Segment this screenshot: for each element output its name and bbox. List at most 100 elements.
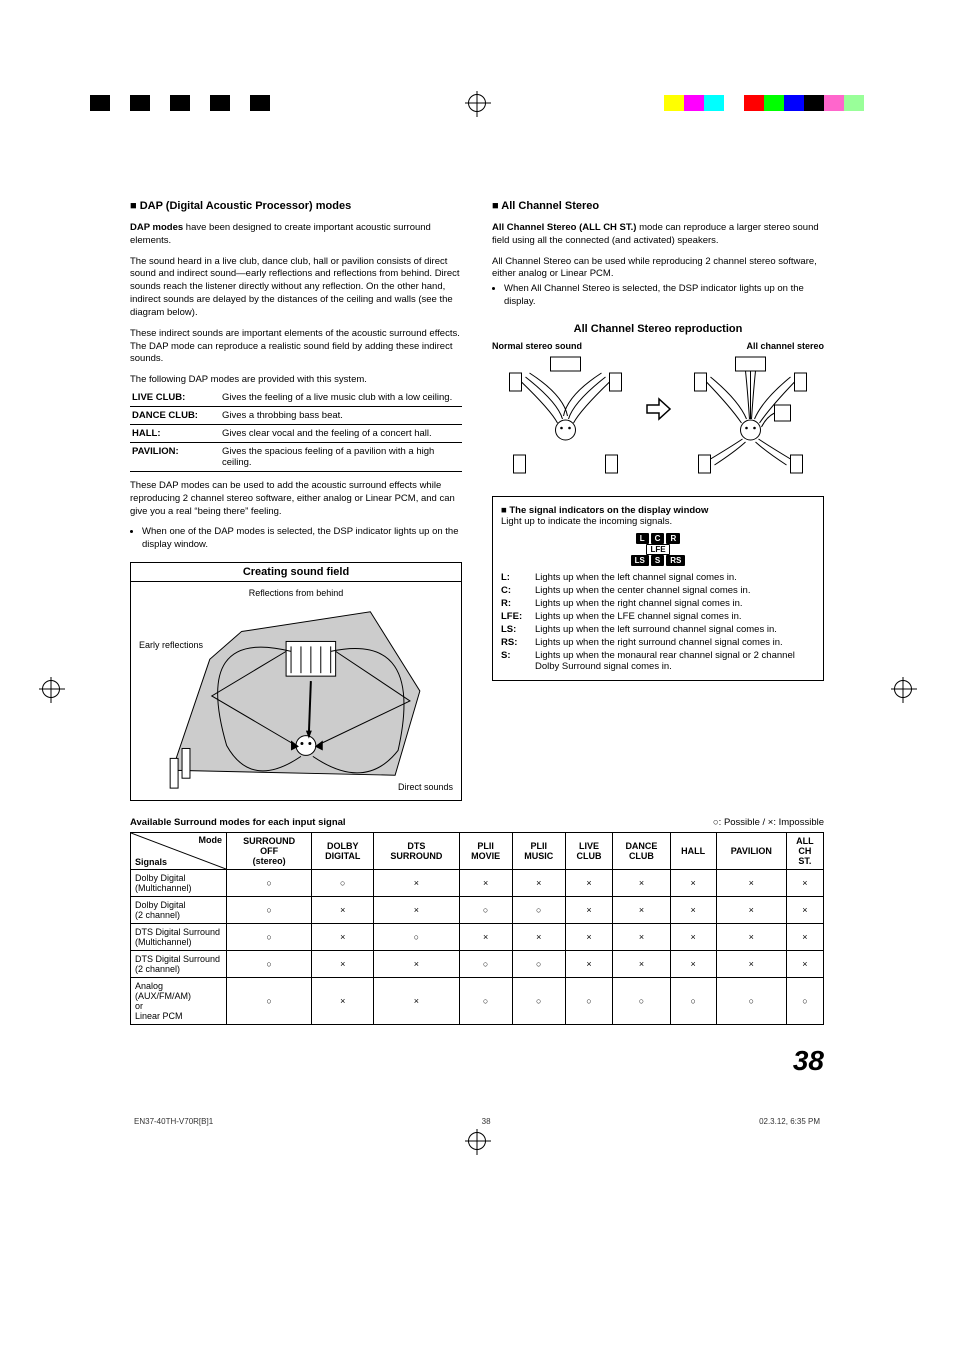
allch-intro: All Channel Stereo (ALL CH ST.) mode can…: [492, 222, 824, 248]
dap-para3: These indirect sounds are important elem…: [130, 328, 462, 366]
grid-cell: ×: [512, 924, 565, 951]
sig-def-val: Lights up when the center channel signal…: [535, 585, 815, 596]
allch-stereo-label: All channel stereo: [677, 341, 824, 351]
grid-col-header: DOLBYDIGITAL: [312, 833, 374, 870]
direct-sounds-label: Direct sounds: [398, 782, 453, 792]
dap-after: These DAP modes can be used to add the a…: [130, 480, 462, 518]
dap-mode-desc: Gives the feeling of a live music club w…: [220, 389, 462, 407]
signal-chip: S: [651, 555, 664, 566]
grid-cell: ×: [670, 897, 716, 924]
signal-chip: RS: [666, 555, 685, 566]
grid-cell: ×: [786, 924, 823, 951]
grid-cell: ×: [613, 870, 670, 897]
allch-bullet: When All Channel Stereo is selected, the…: [504, 283, 824, 309]
avail-title: Available Surround modes for each input …: [130, 817, 346, 828]
sig-def-val: Lights up when the left surround channel…: [535, 624, 815, 635]
signal-indicator-box: ■ The signal indicators on the display w…: [492, 496, 824, 681]
footer-page: 38: [482, 1117, 491, 1126]
arrow-right-icon: [645, 396, 671, 422]
grid-cell: ×: [716, 870, 786, 897]
grid-col-header: PAVILION: [716, 833, 786, 870]
early-reflections-label: Early reflections: [139, 640, 203, 650]
dap-bullet: When one of the DAP modes is selected, t…: [142, 526, 462, 552]
grid-cell: ×: [613, 924, 670, 951]
grid-cell: ×: [565, 924, 613, 951]
dap-mode-desc: Gives the spacious feeling of a pavilion…: [220, 442, 462, 471]
grid-col-header: HALL: [670, 833, 716, 870]
grid-cell: ×: [716, 897, 786, 924]
dap-mode-desc: Gives a throbbing bass beat.: [220, 406, 462, 424]
grid-cell: ×: [374, 951, 459, 978]
registration-left-icon: [42, 680, 60, 698]
grid-cell: ×: [786, 951, 823, 978]
sig-def-val: Lights up when the right channel signal …: [535, 598, 815, 609]
registration-bottom-icon: [468, 1132, 486, 1150]
sig-def-key: LS:: [501, 624, 535, 635]
avail-legend: ○: Possible / ×: Impossible: [713, 817, 824, 828]
dap-bullets: When one of the DAP modes is selected, t…: [130, 526, 462, 552]
dap-mode-name: HALL:: [130, 424, 220, 442]
grid-cell: ×: [670, 870, 716, 897]
grid-cell: ×: [312, 897, 374, 924]
signal-chip: LS: [631, 555, 649, 566]
grid-cell: ×: [312, 924, 374, 951]
footer-date: 02.3.12, 6:35 PM: [759, 1117, 820, 1126]
grid-cell: ×: [459, 870, 512, 897]
grid-cell: ×: [312, 978, 374, 1025]
grid-cell: ×: [374, 978, 459, 1025]
dap-para2: The sound heard in a live club, dance cl…: [130, 256, 462, 320]
grid-cell: ×: [670, 951, 716, 978]
grid-cell: ○: [312, 870, 374, 897]
registration-right-icon: [894, 680, 912, 698]
grid-col-header: SURROUNDOFF(stereo): [227, 833, 312, 870]
grid-cell: ○: [716, 978, 786, 1025]
grid-cell: ○: [512, 951, 565, 978]
grid-cell: ○: [459, 951, 512, 978]
grid-col-header: PLIIMUSIC: [512, 833, 565, 870]
sig-def-val: Lights up when the right surround channe…: [535, 637, 815, 648]
sig-title: ■ The signal indicators on the display w…: [501, 505, 815, 516]
grid-cell: ○: [227, 870, 312, 897]
grid-cell: ○: [565, 978, 613, 1025]
dap-intro: DAP modes have been designed to create i…: [130, 222, 462, 248]
grid-col-header: PLIIMOVIE: [459, 833, 512, 870]
grid-cell: ○: [613, 978, 670, 1025]
grid-cell: ○: [459, 978, 512, 1025]
dap-mode-desc: Gives clear vocal and the feeling of a c…: [220, 424, 462, 442]
grid-cell: ○: [512, 897, 565, 924]
sound-field-room-icon: [131, 582, 461, 800]
grid-signal-label: DTS Digital Surround (Multichannel): [131, 924, 227, 951]
footer: EN37-40TH-V70R[B]1 38 02.3.12, 6:35 PM: [130, 1117, 824, 1126]
reflections-label: Reflections from behind: [249, 588, 344, 598]
grid-cell: ×: [374, 897, 459, 924]
grid-cell: ×: [565, 951, 613, 978]
grid-cell: ○: [670, 978, 716, 1025]
sound-field-title: Creating sound field: [130, 562, 462, 581]
dap-mode-name: LIVE CLUB:: [130, 389, 220, 407]
normal-stereo-icon: [492, 355, 639, 475]
grid-cell: ×: [670, 924, 716, 951]
grid-cell: ×: [565, 897, 613, 924]
grid-cell: ○: [227, 897, 312, 924]
grid-cell: ○: [227, 924, 312, 951]
sig-def-key: RS:: [501, 637, 535, 648]
sig-chips: LCR LFE LSSRS: [501, 533, 815, 566]
grid-col-header: DANCECLUB: [613, 833, 670, 870]
colorbar-right: [664, 95, 864, 111]
grid-col-header: ALLCHST.: [786, 833, 823, 870]
allch-para2: All Channel Stereo can be used while rep…: [492, 256, 824, 282]
grid-cell: ○: [786, 978, 823, 1025]
grid-cell: ×: [716, 951, 786, 978]
page-number: 38: [130, 1045, 824, 1077]
grid-cell: ×: [512, 870, 565, 897]
sig-def-key: C:: [501, 585, 535, 596]
sig-def-key: R:: [501, 598, 535, 609]
signal-chip: L: [636, 533, 649, 544]
grid-signal-label: DTS Digital Surround (2 channel): [131, 951, 227, 978]
grid-cell: ×: [459, 924, 512, 951]
grid-cell: ○: [227, 978, 312, 1025]
grid-col-header: DTSSURROUND: [374, 833, 459, 870]
grid-cell: ×: [716, 924, 786, 951]
allch-bullets: When All Channel Stereo is selected, the…: [492, 283, 824, 309]
registration-top-icon: [468, 94, 486, 112]
